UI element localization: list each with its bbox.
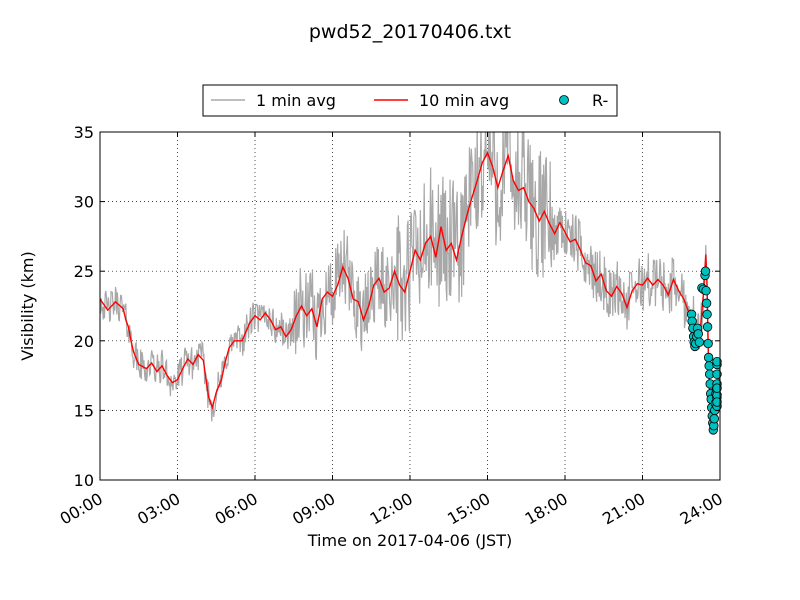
- y-axis: 10 15 20 25 30 35: [74, 123, 720, 490]
- rain-marker: [703, 338, 713, 349]
- rain-marker: [712, 356, 722, 367]
- rain-marker: [702, 309, 712, 320]
- legend: 1 min avg 10 min avg R-: [202, 84, 618, 117]
- y-tick-label: 30: [74, 193, 94, 212]
- y-axis-label: Visibility (km): [18, 251, 37, 360]
- chart-title: pwd52_20170406.txt: [309, 21, 511, 43]
- rain-marker: [693, 329, 704, 339]
- legend-10min-label: 10 min avg: [419, 91, 509, 110]
- x-tick-label: 18:00: [522, 489, 571, 529]
- y-tick-label: 10: [74, 471, 94, 490]
- series-rain: [686, 266, 722, 435]
- rain-marker: [700, 266, 711, 276]
- legend-1min-label: 1 min avg: [256, 91, 336, 110]
- rain-marker: [712, 369, 722, 379]
- line-10min-avg: [100, 151, 720, 425]
- rain-marker: [701, 298, 712, 308]
- x-tick-label: 21:00: [599, 489, 648, 529]
- rain-marker: [712, 383, 722, 393]
- x-tick-label: 09:00: [289, 489, 338, 529]
- y-tick-label: 15: [74, 401, 94, 420]
- x-axis: 00:00 03:00 06:00 09:00 12:00 15:00 18:00 21:00…: [57, 132, 726, 529]
- rain-marker: [709, 414, 720, 424]
- x-tick-label: 24:00: [677, 489, 726, 529]
- series-10-min-avg: [100, 151, 720, 425]
- legend-box: [202, 84, 618, 117]
- x-tick-label: 06:00: [212, 489, 261, 529]
- x-tick-label: 12:00: [367, 489, 416, 529]
- rain-marker: [712, 397, 722, 407]
- y-tick-label: 25: [74, 262, 94, 281]
- rain-marker: [694, 337, 705, 347]
- rain-marker: [704, 361, 714, 371]
- y-tick-label: 20: [74, 332, 94, 351]
- x-tick-label: 15:00: [444, 489, 493, 529]
- legend-rain-label: R-: [592, 91, 608, 110]
- legend-rain-marker: [559, 95, 569, 105]
- x-tick-label: 03:00: [134, 489, 183, 529]
- x-tick-label: 00:00: [57, 489, 106, 529]
- x-axis-label: Time on 2017-04-06 (JST): [307, 531, 512, 550]
- y-tick-label: 35: [74, 123, 94, 142]
- rain-marker: [702, 322, 713, 332]
- rain-marker: [703, 352, 714, 363]
- rain-marker: [701, 285, 711, 296]
